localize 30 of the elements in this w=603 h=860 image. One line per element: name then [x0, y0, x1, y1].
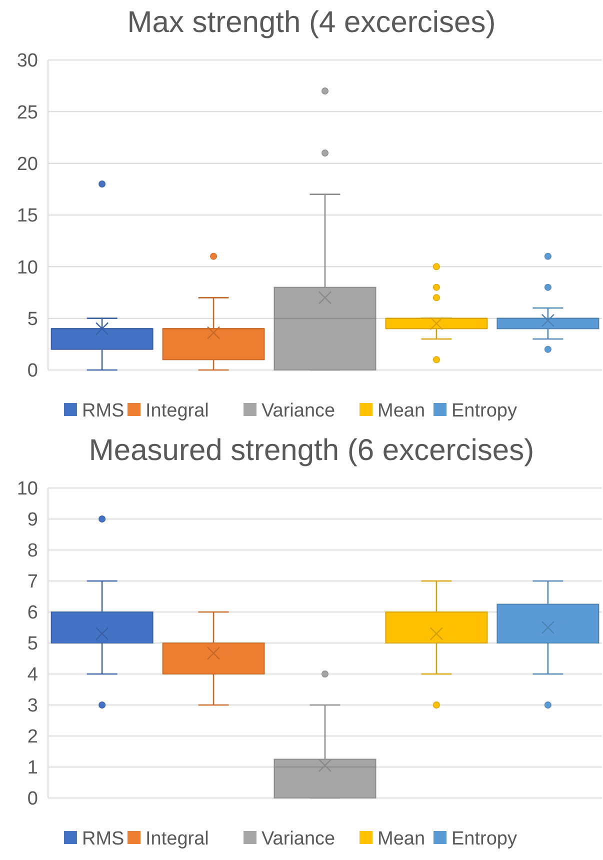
legend-label: Mean [378, 400, 426, 422]
legend-label: Mean [378, 828, 426, 850]
y-tick-label: 10 [16, 478, 38, 500]
y-tick-label: 0 [27, 788, 38, 810]
y-tick-label: 3 [27, 696, 38, 717]
y-tick-label: 15 [16, 206, 38, 227]
y-tick-label: 2 [27, 726, 38, 748]
legend-label: Integral [146, 400, 209, 422]
y-tick-label: 20 [16, 154, 38, 175]
legend-label: RMS [82, 400, 124, 422]
y-tick-label: 30 [16, 50, 38, 72]
legend-label: Entropy [452, 400, 518, 422]
y-tick-label: 7 [27, 572, 38, 593]
legend-label: Variance [262, 828, 336, 850]
y-tick-label: 6 [27, 602, 38, 624]
y-tick-label: 8 [27, 540, 38, 562]
legend-label: Integral [146, 828, 209, 850]
legend-label: Entropy [452, 828, 518, 850]
chart-title: Max strength (4 excercises) [127, 6, 496, 39]
y-tick-label: 5 [27, 308, 38, 330]
y-tick-label: 0 [27, 360, 38, 382]
y-tick-label: 4 [27, 664, 38, 686]
legend-label: Variance [262, 400, 336, 422]
y-tick-label: 1 [27, 758, 38, 779]
legend-label: RMS [82, 828, 124, 850]
y-tick-label: 25 [16, 102, 38, 124]
chart-title: Measured strength (6 excercises) [88, 434, 534, 467]
y-tick-label: 10 [16, 257, 38, 278]
y-tick-label: 9 [27, 510, 38, 531]
y-tick-label: 5 [27, 634, 38, 655]
